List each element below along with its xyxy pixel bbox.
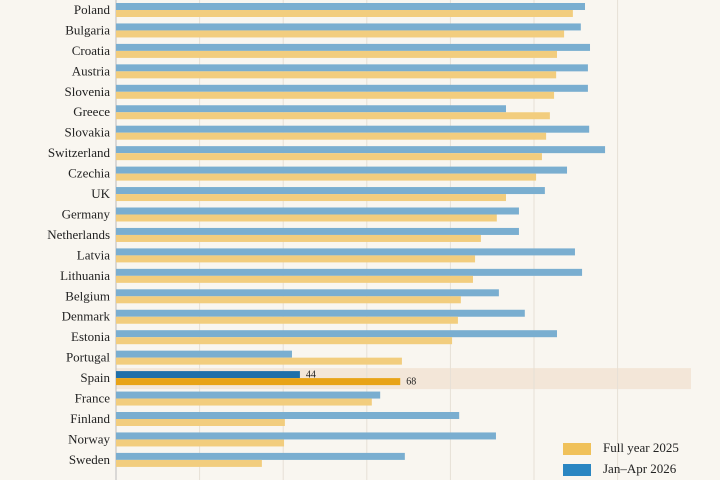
bar [116, 330, 557, 338]
bar [116, 166, 568, 174]
bar [116, 23, 581, 31]
bar [116, 91, 555, 99]
y-tick-label: Netherlands [47, 227, 110, 242]
bar [116, 50, 557, 58]
legend-label: Full year 2025 [603, 440, 679, 455]
bar [116, 173, 537, 181]
y-tick-label: Denmark [62, 309, 111, 324]
bar [116, 112, 550, 120]
bar [116, 153, 542, 161]
bar [116, 296, 461, 304]
bar [116, 268, 583, 276]
y-tick-label: Czechia [68, 166, 110, 181]
bar [116, 432, 496, 440]
bar [116, 207, 519, 215]
bar [116, 30, 565, 38]
bar [116, 10, 573, 17]
bar [116, 71, 557, 79]
bar [116, 275, 473, 283]
y-tick-label: Spain [80, 370, 110, 385]
y-tick-label: Estonia [71, 329, 110, 344]
y-tick-label: Norway [68, 431, 110, 446]
bar [116, 64, 588, 72]
bar [116, 255, 476, 263]
y-tick-label: Slovakia [65, 125, 111, 140]
bar [116, 350, 292, 358]
y-tick-label: Poland [74, 2, 111, 17]
y-tick-label: Finland [70, 411, 110, 426]
bar [116, 309, 525, 317]
bar [116, 43, 591, 51]
bar [116, 125, 590, 133]
bar [116, 391, 381, 399]
legend-label: Jan–Apr 2026 [603, 461, 677, 476]
bar [116, 412, 460, 419]
legend-swatch [563, 464, 591, 476]
bar [116, 371, 300, 379]
bar [116, 378, 401, 386]
bar [116, 452, 405, 460]
bar [116, 234, 481, 242]
bar [116, 398, 372, 406]
y-tick-label: Germany [62, 206, 111, 221]
y-tick-label: Latvia [77, 247, 110, 262]
bar [116, 337, 453, 345]
bar [116, 105, 506, 113]
bar [116, 289, 499, 297]
bar [116, 227, 519, 235]
bar [116, 146, 606, 154]
bar [116, 214, 497, 222]
bar [116, 439, 285, 447]
bar [116, 3, 585, 10]
bar [116, 187, 545, 195]
y-tick-label: Sweden [69, 452, 111, 467]
y-tick-label: Switzerland [48, 145, 111, 160]
bar [116, 248, 575, 256]
bar [116, 357, 402, 365]
y-tick-label: Lithuania [60, 268, 110, 283]
y-tick-label: Croatia [72, 43, 110, 58]
y-tick-label: Slovenia [65, 84, 111, 99]
value-label: 68 [406, 376, 416, 387]
bar [116, 419, 285, 426]
y-tick-label: Bulgaria [65, 22, 110, 37]
bar [116, 316, 458, 324]
y-tick-label: Belgium [65, 288, 110, 303]
bar [116, 132, 547, 140]
bar [116, 194, 506, 202]
y-tick-label: Portugal [66, 350, 110, 365]
y-tick-label: France [75, 391, 111, 406]
y-tick-label: Austria [72, 63, 111, 78]
bar [116, 459, 262, 467]
bar [116, 84, 588, 92]
value-label: 44 [306, 369, 316, 380]
y-tick-label: UK [91, 186, 110, 201]
legend-swatch [563, 443, 591, 455]
y-tick-label: Greece [73, 104, 110, 119]
